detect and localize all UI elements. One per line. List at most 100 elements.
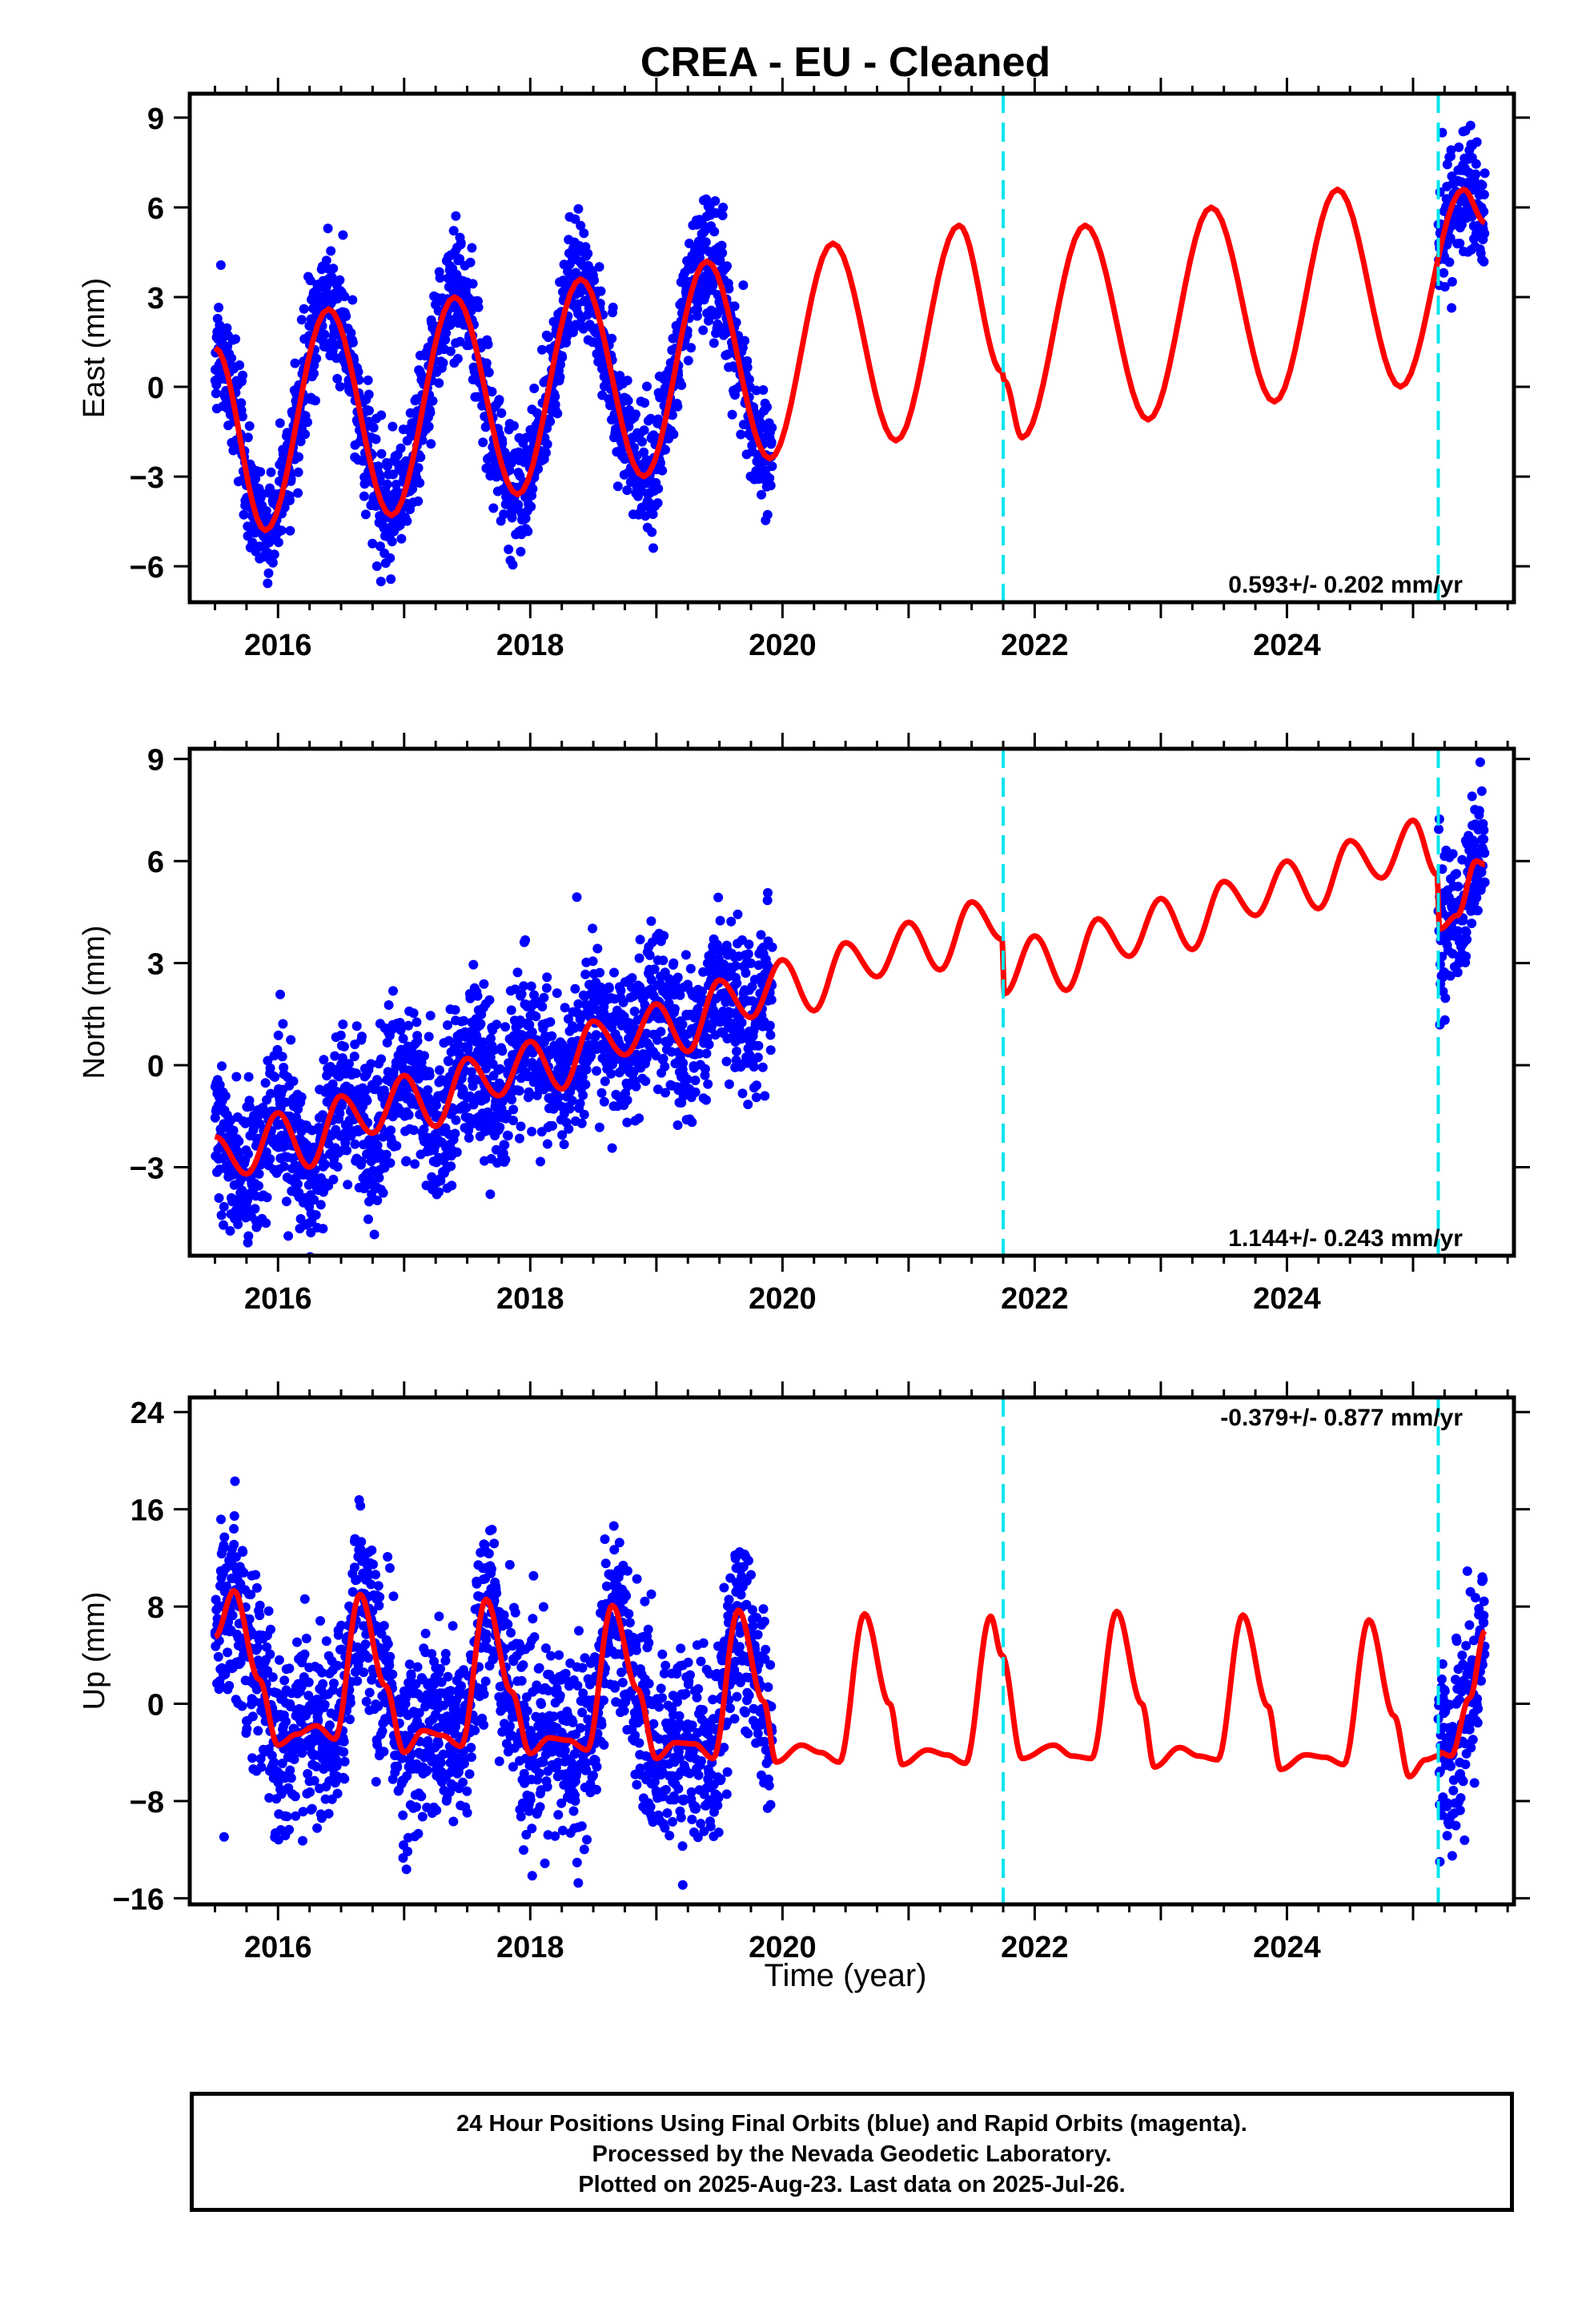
up-data-point: [282, 1811, 292, 1822]
east-data-point: [657, 465, 668, 476]
north-y-tick-label: 3: [147, 948, 164, 982]
north-data-point: [424, 1070, 435, 1080]
up-data-point: [253, 1642, 263, 1653]
north-data-point: [1439, 1015, 1450, 1025]
up-data-point: [364, 1687, 375, 1698]
north-data-point: [548, 1120, 557, 1131]
up-data-point: [374, 1600, 384, 1610]
north-data-point: [372, 1140, 383, 1151]
north-data-point: [444, 1056, 454, 1067]
north-data-point: [404, 1020, 414, 1031]
north-data-point: [1480, 848, 1490, 858]
east-data-point: [767, 461, 777, 472]
up-data-point: [285, 1765, 295, 1775]
north-data-point: [503, 1131, 513, 1141]
north-data-point: [1461, 927, 1472, 938]
east-data-point: [738, 280, 749, 291]
east-data-point: [237, 412, 247, 422]
north-data-point: [622, 1095, 632, 1105]
north-data-point: [765, 1020, 775, 1031]
north-data-point: [522, 1072, 532, 1082]
up-data-point: [363, 1653, 373, 1663]
north-data-point: [450, 1128, 460, 1139]
east-data-point: [724, 283, 734, 294]
east-data-point: [387, 421, 398, 432]
north-data-point: [497, 1046, 508, 1056]
east-data-point: [363, 389, 374, 400]
north-data-point: [431, 1100, 441, 1111]
east-data-point: [537, 344, 547, 355]
up-data-point: [246, 1590, 256, 1600]
east-y-tick-label: 6: [147, 192, 164, 226]
east-data-point: [382, 479, 392, 489]
east-data-point: [556, 360, 565, 370]
east-data-point: [751, 385, 761, 396]
east-x-tick-label: 2018: [496, 629, 564, 662]
east-data-point: [656, 458, 665, 468]
up-data-point: [339, 1774, 350, 1784]
up-data-point: [332, 1660, 343, 1671]
north-data-point: [250, 1204, 260, 1214]
east-data-point: [1471, 169, 1481, 179]
east-x-tick-label: 2024: [1253, 629, 1321, 662]
north-data-point: [506, 1005, 516, 1015]
north-data-point: [280, 1097, 291, 1108]
east-data-point: [235, 360, 245, 370]
north-data-point: [478, 1037, 488, 1047]
north-data-point: [234, 1136, 244, 1147]
north-data-point: [732, 978, 742, 988]
north-data-point: [217, 1061, 227, 1072]
up-data-point: [299, 1649, 310, 1659]
east-data-point: [385, 553, 396, 563]
up-data-point: [313, 1715, 323, 1726]
east-data-point: [647, 527, 657, 537]
east-data-point: [701, 237, 711, 247]
north-data-point: [690, 1087, 701, 1097]
east-data-point: [686, 343, 697, 353]
east-data-point: [1479, 207, 1489, 217]
north-data-point: [466, 1067, 476, 1077]
east-data-point: [1465, 120, 1476, 131]
north-data-point: [366, 1059, 376, 1069]
north-data-point: [270, 1072, 280, 1082]
east-data-point: [529, 384, 540, 393]
north-data-point: [386, 1125, 396, 1136]
north-data-point: [265, 1154, 275, 1164]
east-data-point: [222, 323, 232, 333]
east-data-point: [698, 325, 709, 336]
north-data-point: [480, 1063, 491, 1074]
east-data-point: [468, 279, 478, 289]
east-data-point: [1480, 168, 1490, 179]
up-data-point: [256, 1762, 267, 1772]
north-data-point: [514, 1086, 524, 1096]
north-x-tick-label: 2020: [749, 1282, 817, 1316]
north-data-point: [383, 1000, 394, 1010]
north-data-point: [233, 1219, 243, 1229]
north-data-point: [495, 1122, 505, 1132]
north-data-point: [732, 1046, 741, 1056]
east-data-point: [508, 560, 518, 570]
up-data-point: [371, 1570, 380, 1580]
east-data-point: [211, 388, 221, 399]
north-data-point: [216, 1210, 227, 1220]
east-data-point: [1457, 219, 1467, 230]
north-data-point: [501, 1109, 512, 1120]
east-data-point: [642, 381, 652, 392]
north-data-point: [560, 1003, 570, 1013]
up-data-point: [307, 1803, 317, 1814]
north-data-point: [446, 1161, 456, 1172]
up-data-point: [401, 1864, 412, 1875]
north-frame: [187, 746, 1516, 1258]
north-data-point: [542, 972, 552, 983]
north-y-axis-label: North (mm): [78, 925, 111, 1079]
up-data-point: [402, 1771, 412, 1781]
north-data-point: [500, 1022, 511, 1032]
north-data-point: [591, 1030, 601, 1040]
east-data-point: [528, 484, 538, 494]
north-data-point: [1453, 926, 1463, 936]
up-data-point: [388, 1591, 399, 1602]
north-data-point: [286, 1035, 296, 1045]
north-data-point: [1472, 893, 1482, 903]
east-data-point: [388, 469, 399, 480]
up-data-point: [239, 1567, 249, 1578]
